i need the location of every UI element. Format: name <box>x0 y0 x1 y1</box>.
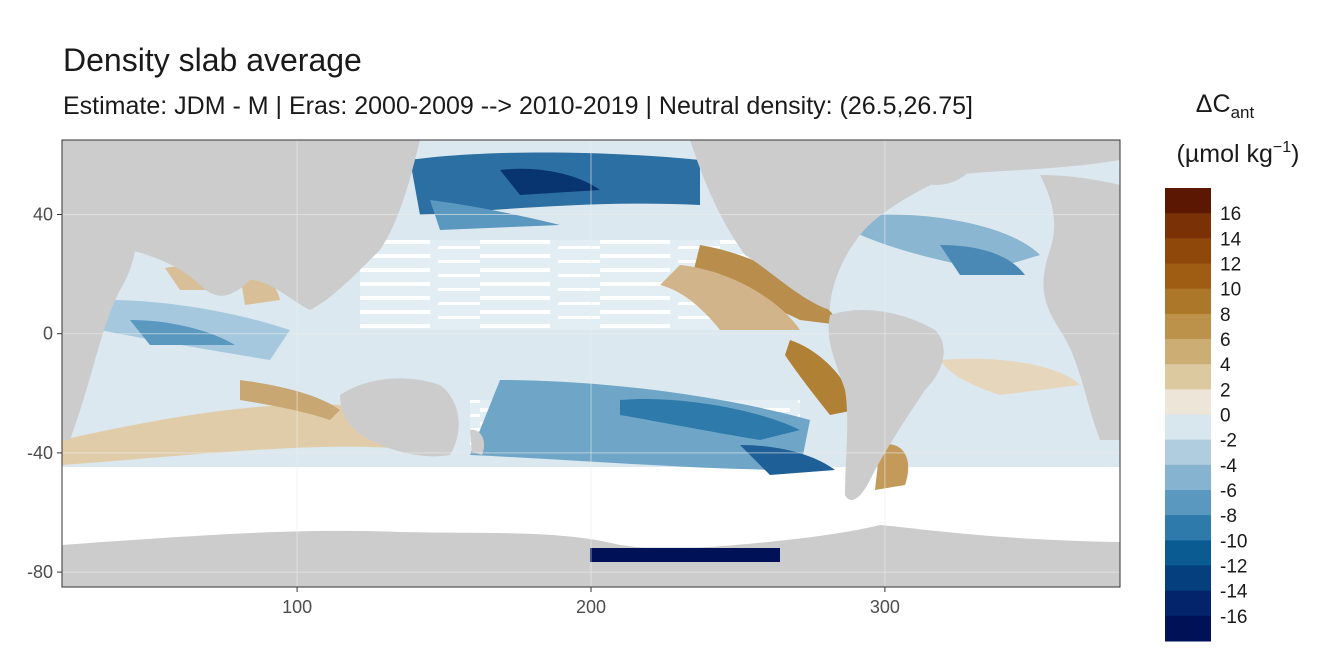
legend-swatch <box>1165 414 1211 441</box>
legend-label: 12 <box>1220 255 1241 276</box>
legend-swatch <box>1165 590 1211 617</box>
x-axis: 100 200 300 <box>282 587 900 617</box>
legend-swatch <box>1165 464 1211 491</box>
anomaly-positive <box>240 380 340 420</box>
anomaly-negative <box>500 168 600 195</box>
legend-label: 2 <box>1220 380 1231 401</box>
legend-label: 4 <box>1220 355 1231 376</box>
legend-swatch <box>1165 540 1211 566</box>
anomaly-positive <box>785 340 855 415</box>
legend-labels: 16 14 12 10 8 6 4 2 0 -2 -4 -6 -8 -10 -12 -14 -16 <box>1220 204 1248 628</box>
anomaly-negative <box>470 380 810 470</box>
land-north-america <box>690 140 1120 310</box>
x-tick-label: 200 <box>576 597 606 617</box>
anomaly-positive <box>940 358 1080 395</box>
legend-swatch <box>1165 515 1211 541</box>
legend-swatch <box>1165 615 1211 642</box>
y-tick-label: 40 <box>33 205 53 225</box>
land-greenland <box>900 148 975 185</box>
anomaly-negative <box>130 320 235 345</box>
anomaly-positive <box>690 245 840 325</box>
legend: ΔCant (µmol kg−1) 16 14 12 10 8 6 4 2 0 -2 -4 -6 -8 -… <box>1165 90 1299 642</box>
legend-label: -8 <box>1220 506 1237 527</box>
anomaly-negative <box>940 245 1025 275</box>
anomaly-positive <box>240 273 280 305</box>
legend-swatch <box>1165 313 1211 340</box>
anomaly-negative <box>620 399 800 440</box>
legend-label: -16 <box>1220 607 1247 628</box>
x-tick-label: 300 <box>870 597 900 617</box>
legend-label: -12 <box>1220 557 1247 578</box>
legend-swatch <box>1165 188 1211 214</box>
legend-label: -2 <box>1220 431 1237 452</box>
legend-label: 8 <box>1220 305 1231 326</box>
legend-swatch <box>1165 238 1211 264</box>
y-tick-label: -80 <box>27 562 53 582</box>
land-eurasia <box>120 140 420 310</box>
legend-swatch <box>1165 364 1211 390</box>
legend-swatch <box>1165 339 1211 365</box>
legend-unit-pre: (µmol kg <box>1177 140 1273 168</box>
legend-unit: (µmol kg−1) <box>1177 139 1300 168</box>
land-australia <box>340 378 459 457</box>
legend-unit-sup: −1 <box>1273 139 1291 156</box>
legend-swatch <box>1165 263 1211 290</box>
land-new-zealand <box>470 429 485 455</box>
legend-label: 6 <box>1220 330 1231 351</box>
legend-unit-post: ) <box>1291 140 1299 168</box>
anomaly-positive <box>660 265 800 330</box>
legend-label: -10 <box>1220 531 1247 552</box>
legend-swatch <box>1165 439 1211 466</box>
anomaly-negative-coastal <box>590 548 780 562</box>
anomaly-positive <box>875 444 909 490</box>
legend-label: -4 <box>1220 456 1237 477</box>
land-europe-africa <box>1040 175 1120 440</box>
y-tick-label: -40 <box>27 443 53 463</box>
legend-title-sub: ant <box>1231 103 1255 122</box>
gridlines <box>62 140 1120 587</box>
legend-label: 16 <box>1220 204 1241 225</box>
legend-title-main: ΔC <box>1196 90 1231 118</box>
legend-colorbar <box>1165 188 1211 642</box>
legend-swatch <box>1165 490 1211 516</box>
chart-subtitle: Estimate: JDM - M | Eras: 2000-2009 --> … <box>63 92 973 120</box>
chart-title: Density slab average <box>63 42 362 78</box>
legend-label: 14 <box>1220 229 1242 250</box>
legend-swatch <box>1165 565 1211 592</box>
legend-swatch <box>1165 288 1211 315</box>
legend-label: 0 <box>1220 406 1231 427</box>
legend-swatch <box>1165 389 1211 415</box>
y-tick-label: 0 <box>43 324 53 344</box>
y-axis: 40 0 -40 -80 <box>27 205 62 582</box>
legend-label: 10 <box>1220 280 1241 301</box>
legend-title: ΔCant <box>1196 90 1255 122</box>
x-tick-label: 100 <box>282 597 312 617</box>
land-masses <box>62 140 1120 587</box>
legend-label: -14 <box>1220 582 1248 603</box>
legend-label: -6 <box>1220 481 1237 502</box>
legend-swatch <box>1165 213 1211 239</box>
